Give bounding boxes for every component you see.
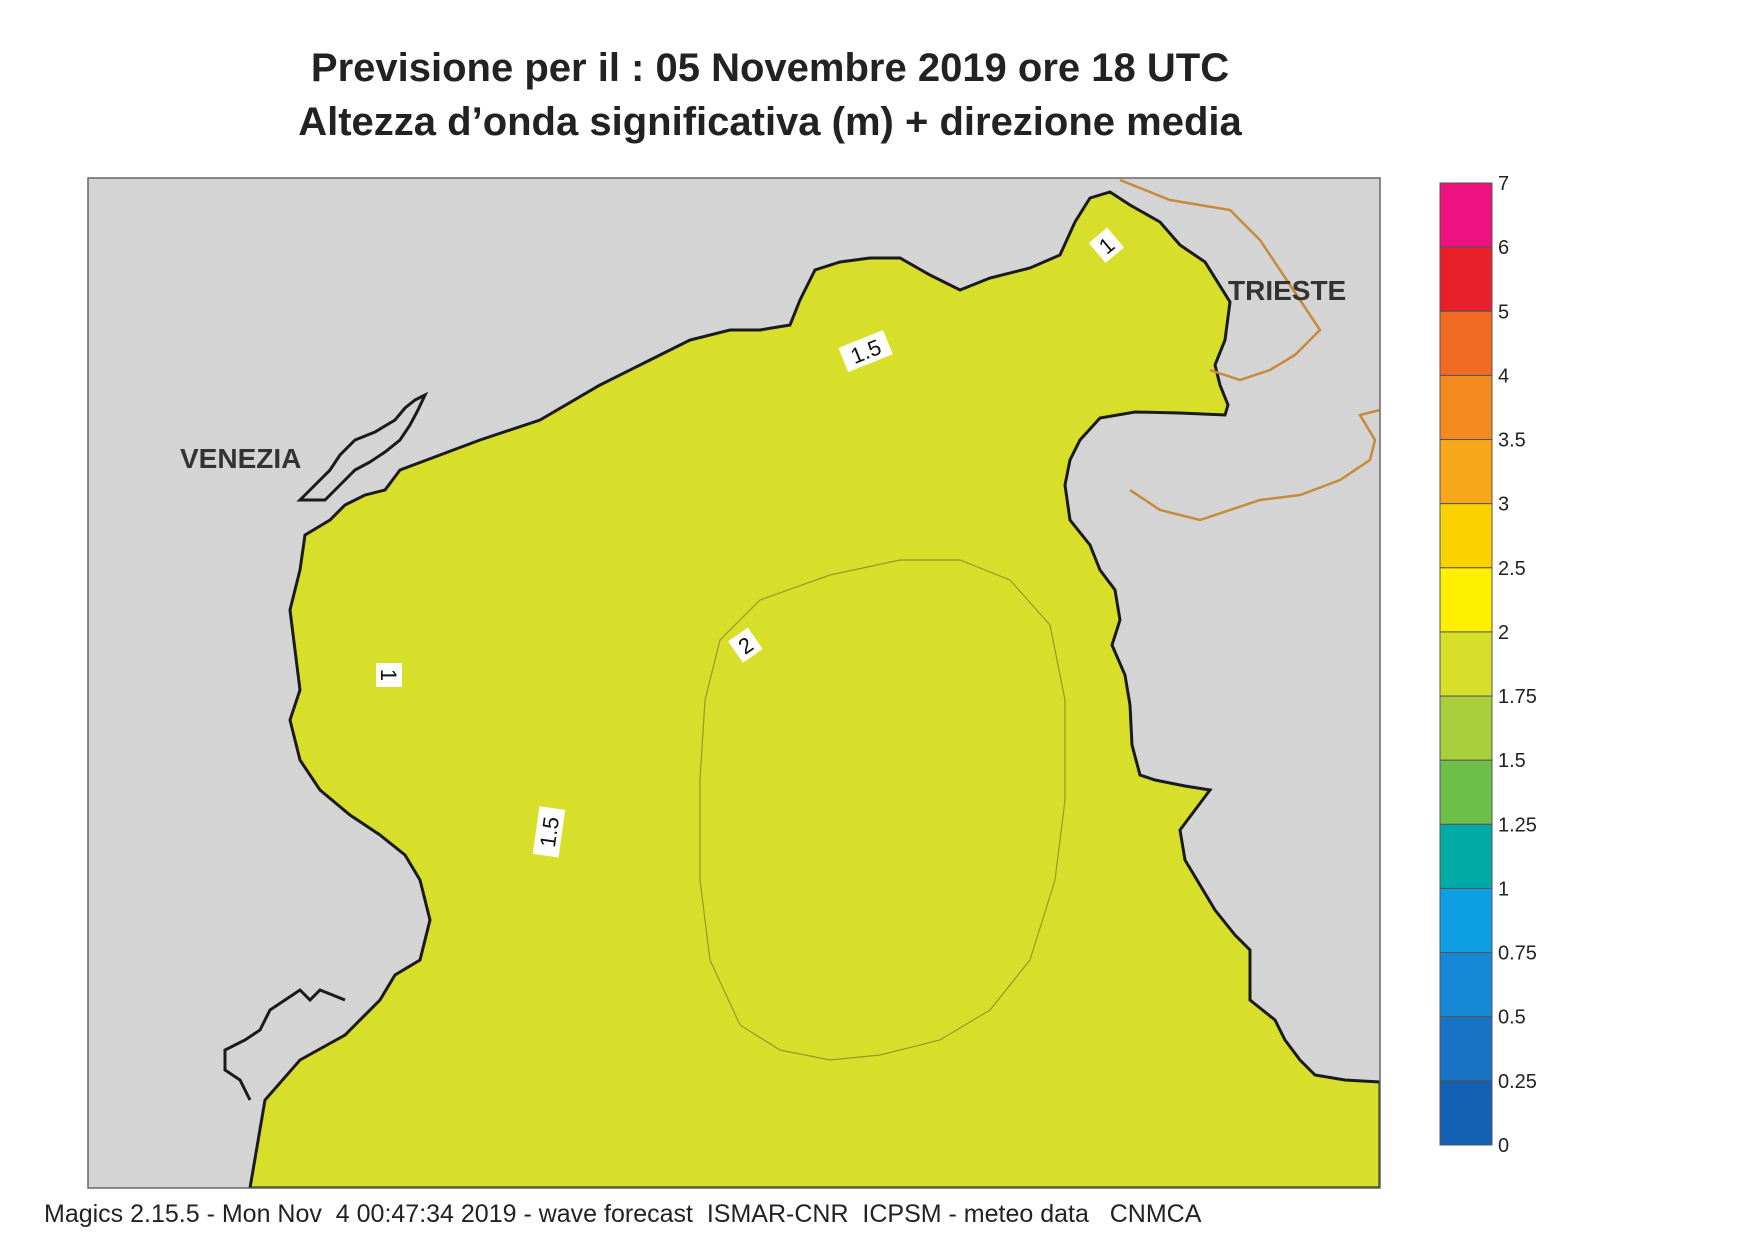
colorbar-tick-label: 1 (1498, 878, 1509, 900)
colorbar-tick-label: 0.25 (1498, 1071, 1537, 1093)
colorbar-swatch (1439, 567, 1493, 633)
colorbar-tick-label: 2.5 (1498, 558, 1526, 580)
colorbar-tick-label: 7 (1498, 173, 1509, 195)
colorbar-swatch (1439, 246, 1493, 312)
place-label-trieste: TRIESTE (1228, 275, 1346, 306)
national-border (1119, 178, 1380, 522)
colorbar-swatch (1439, 1016, 1493, 1082)
colorbar-swatch (1439, 952, 1493, 1018)
po-delta-coast (223, 988, 346, 1101)
footer-credits: Magics 2.15.5 - Mon Nov 4 00:47:34 2019 … (44, 1200, 1202, 1228)
map-subtitle: Altezza d’onda significativa (m) + direz… (298, 100, 1242, 144)
colorbar-tick-label: 6 (1498, 237, 1509, 259)
colorbar-tick-label: 1.25 (1498, 814, 1537, 836)
colorbar-legend: 7 6 5 4 3.5 3 2.5 2 1.75 1.5 1.25 1 0.75 0.5 0.25 0 (1439, 173, 1537, 1157)
map-title: Previsione per il : 05 Novembre 2019 ore… (310, 46, 1230, 90)
colorbar-tick-label: 3 (1498, 494, 1509, 516)
colorbar-tick-label: 5 (1498, 301, 1509, 323)
colorbar-swatch (1439, 182, 1493, 248)
map-frame (87, 177, 1381, 1189)
colorbar-tick-label: 0.75 (1498, 943, 1537, 965)
colorbar-swatch (1439, 503, 1493, 569)
colorbar-tick-label: 0.5 (1498, 1007, 1526, 1029)
svg-text:1: 1 (376, 669, 401, 681)
colorbar-tick-label: 1.75 (1498, 686, 1537, 708)
contour-label-1.5-west: 1.5 (532, 806, 566, 858)
colorbar-swatch (1439, 695, 1493, 761)
contour-label-1-west: 1 (376, 663, 402, 687)
colorbar-tick-label: 0 (1498, 1135, 1509, 1157)
venezia-lagoon (296, 391, 429, 502)
colorbar-swatch (1439, 631, 1493, 697)
colorbar-tick-label: 3.5 (1498, 430, 1526, 452)
colorbar-swatch (1439, 310, 1493, 376)
contour-lines (699, 559, 1066, 1061)
contour-label-2: 2 (728, 627, 763, 663)
colorbar-swatch (1439, 887, 1493, 954)
colorbar-swatch (1439, 374, 1493, 441)
colorbar-swatch (1439, 823, 1493, 889)
colorbar-swatch (1439, 439, 1493, 505)
place-label-venezia: VENEZIA (180, 443, 301, 474)
colorbar-tick-label: 2 (1498, 622, 1509, 644)
colorbar-tick-label: 4 (1498, 365, 1509, 387)
colorbar-tick-label: 1.5 (1498, 750, 1526, 772)
colorbar-swatch (1439, 759, 1493, 825)
svg-text:1.5: 1.5 (535, 815, 564, 849)
colorbar-swatch (1439, 1080, 1493, 1146)
